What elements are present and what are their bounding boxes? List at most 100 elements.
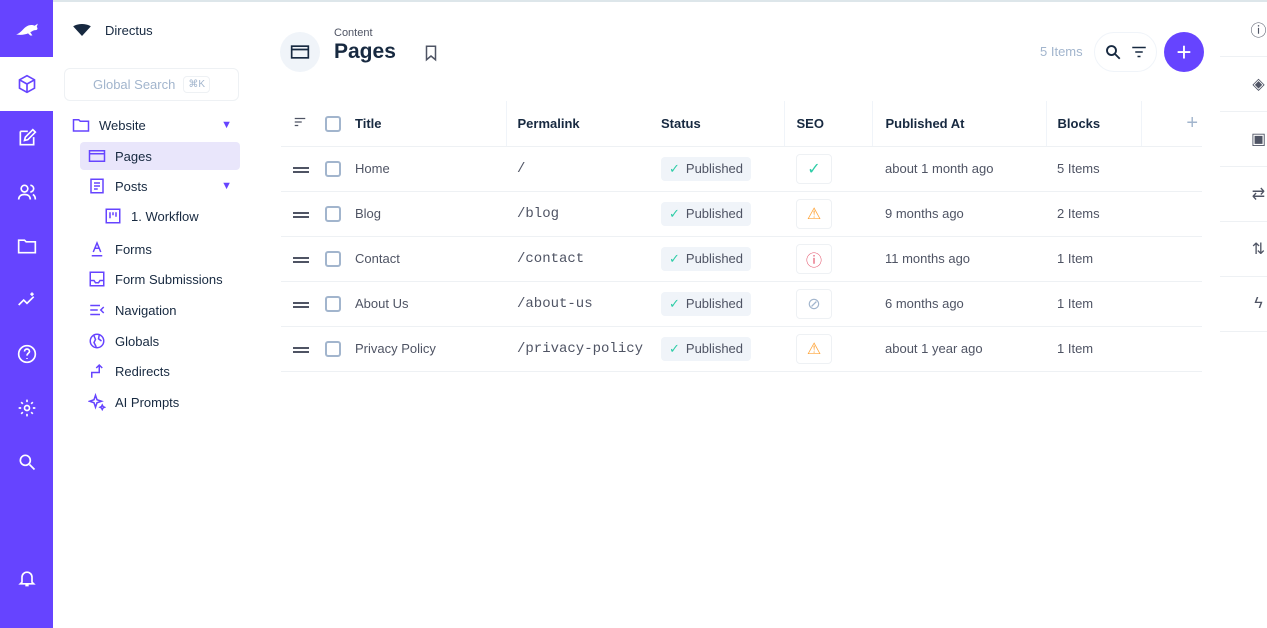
sync-off-icon[interactable]: ⇄ <box>1220 167 1267 222</box>
project-header[interactable]: Directus <box>53 2 250 58</box>
drag-handle-icon[interactable] <box>293 346 309 353</box>
nav-label: Globals <box>115 333 160 349</box>
directus-logo[interactable] <box>0 0 53 57</box>
archive-icon[interactable]: ▣ <box>1220 112 1267 167</box>
column-status[interactable]: Status <box>650 101 784 147</box>
cell-blocks: 1 Item <box>1046 326 1141 372</box>
table-row[interactable]: Privacy Policy /privacy-policy ✓ Publishe… <box>281 326 1202 372</box>
nav-label: Posts <box>115 178 148 194</box>
check-icon: ✓ <box>669 160 680 176</box>
top-border <box>0 0 1267 2</box>
nav-item-workflow[interactable]: 1. Workflow <box>96 202 240 230</box>
edit-module-icon[interactable] <box>0 111 53 165</box>
content-module-icon[interactable] <box>0 57 53 111</box>
nav-item-navigation[interactable]: Navigation <box>80 296 240 324</box>
nav-label: Website <box>99 117 146 133</box>
help-module-icon[interactable] <box>0 327 53 381</box>
breadcrumb[interactable]: Content <box>334 27 373 39</box>
global-search-input[interactable]: Global Search ⌘K <box>64 68 239 101</box>
drag-handle-icon[interactable] <box>293 166 309 173</box>
cell-blocks: 2 Items <box>1046 191 1141 237</box>
status-badge: ✓ Published <box>661 246 752 271</box>
main-content: Content Pages 5 Items + Title Permalink … <box>250 0 1220 628</box>
nav-item-posts[interactable]: Posts ▼ <box>80 172 240 200</box>
nav-label: 1. Workflow <box>131 208 199 224</box>
cell-blocks: 1 Item <box>1046 281 1141 327</box>
sidebar-right: ⓘ ◈ ▣ ⇄ ⇅ ϟ <box>1220 2 1267 628</box>
nav-item-pages[interactable]: Pages <box>80 142 240 170</box>
check-icon: ✓ <box>669 295 680 311</box>
status-label: Published <box>685 161 744 176</box>
create-item-button[interactable]: + <box>1164 32 1204 72</box>
cell-title: Blog <box>355 191 506 237</box>
users-module-icon[interactable] <box>0 165 53 219</box>
folder-star-icon <box>72 119 90 132</box>
cell-permalink: /about-us <box>506 281 650 327</box>
files-module-icon[interactable] <box>0 219 53 273</box>
status-badge: ✓ Published <box>661 291 752 316</box>
import-export-icon[interactable]: ⇅ <box>1220 222 1267 277</box>
bookmark-icon[interactable] <box>422 44 440 65</box>
row-checkbox[interactable] <box>325 340 341 357</box>
column-seo[interactable]: SEO <box>783 101 872 147</box>
chevron-down-icon[interactable]: ▼ <box>221 119 232 131</box>
search-filter-bar[interactable] <box>1094 32 1157 72</box>
sort-icon[interactable] <box>281 101 325 147</box>
nav-item-globals[interactable]: Globals <box>80 327 240 355</box>
notifications-bell-icon[interactable] <box>0 551 53 605</box>
sparkles-icon <box>88 393 106 411</box>
seo-error-icon: ⓘ <box>796 243 832 274</box>
row-checkbox[interactable] <box>325 205 341 222</box>
nav-item-redirects[interactable]: Redirects <box>80 357 240 385</box>
nav-item-form-submissions[interactable]: Form Submissions <box>80 265 240 293</box>
items-table: Title Permalink Status SEO Published At … <box>281 101 1202 372</box>
layers-icon[interactable]: ◈ <box>1220 57 1267 112</box>
insights-module-icon[interactable] <box>0 273 53 327</box>
search-icon[interactable] <box>1104 43 1122 61</box>
chevron-down-icon[interactable]: ▼ <box>221 180 232 192</box>
seo-check-icon: ✓ <box>796 153 832 184</box>
browser-window-icon <box>280 32 320 72</box>
search-module-icon[interactable] <box>0 435 53 489</box>
menu-open-icon <box>90 304 105 316</box>
seo-warning-icon: ⚠ <box>796 198 832 229</box>
cell-published-at: 6 months ago <box>872 281 1046 327</box>
table-row[interactable]: Blog /blog ✓ Published ⚠ 9 months ago 2 I… <box>281 191 1202 237</box>
kanban-icon <box>105 208 121 224</box>
select-all-checkbox[interactable] <box>325 101 355 147</box>
info-icon[interactable]: ⓘ <box>1220 2 1267 57</box>
status-badge: ✓ Published <box>661 156 752 181</box>
row-checkbox[interactable] <box>325 295 341 312</box>
table-header: Title Permalink Status SEO Published At … <box>281 101 1202 147</box>
cell-permalink: /contact <box>506 236 650 282</box>
nav-label: Form Submissions <box>115 271 223 287</box>
cell-title: Home <box>355 146 506 192</box>
table-row[interactable]: Home / ✓ Published ✓ about 1 month ago 5 … <box>281 146 1202 192</box>
project-wifi-icon <box>71 24 93 36</box>
cell-blocks: 1 Item <box>1046 236 1141 282</box>
add-column-icon[interactable]: + <box>1140 101 1202 147</box>
filter-icon[interactable] <box>1130 43 1148 61</box>
row-checkbox[interactable] <box>325 160 341 177</box>
row-checkbox[interactable] <box>325 250 341 267</box>
item-count: 5 Items <box>1040 44 1083 59</box>
column-permalink[interactable]: Permalink <box>505 101 650 147</box>
drag-handle-icon[interactable] <box>293 211 309 218</box>
table-row[interactable]: Contact /contact ✓ Published ⓘ 11 months … <box>281 236 1202 282</box>
seo-hidden-icon: ⊘ <box>796 288 832 319</box>
nav-item-forms[interactable]: Forms <box>80 235 240 263</box>
column-title[interactable]: Title <box>355 101 506 147</box>
inbox-icon <box>89 271 105 287</box>
column-published-at[interactable]: Published At <box>871 101 1046 147</box>
status-label: Published <box>685 206 744 221</box>
nav-item-website[interactable]: Website ▼ <box>64 111 240 139</box>
flash-icon[interactable]: ϟ <box>1220 277 1267 332</box>
table-row[interactable]: About Us /about-us ✓ Published ⊘ 6 months… <box>281 281 1202 327</box>
settings-module-icon[interactable] <box>0 381 53 435</box>
search-shortcut: ⌘K <box>183 76 211 93</box>
nav-label: Pages <box>115 148 152 164</box>
drag-handle-icon[interactable] <box>293 301 309 308</box>
drag-handle-icon[interactable] <box>293 256 309 263</box>
column-blocks[interactable]: Blocks <box>1045 101 1141 147</box>
nav-item-ai-prompts[interactable]: AI Prompts <box>80 388 240 416</box>
